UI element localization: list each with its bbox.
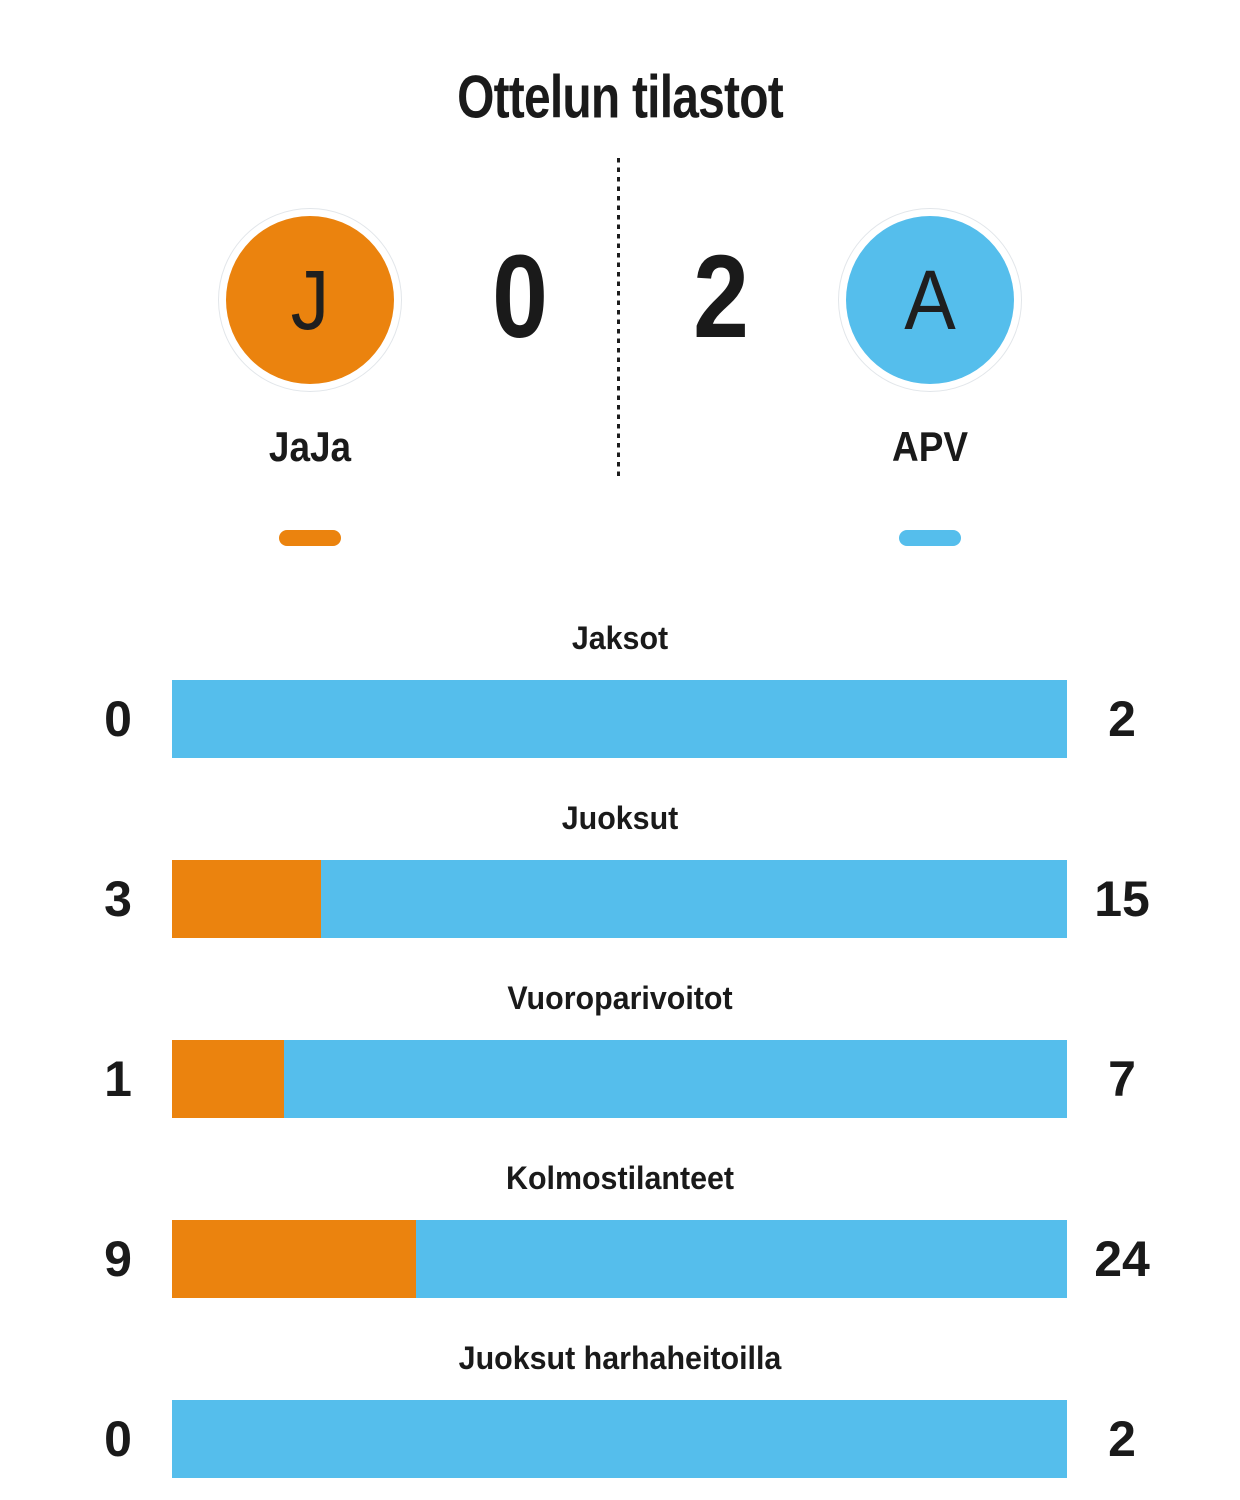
stat-bar-row: 3 15 (0, 860, 1240, 938)
stat-bar-row: 0 2 (0, 680, 1240, 758)
stat-group: Jaksot 0 2 (0, 606, 1240, 786)
stat-bar (172, 1220, 1067, 1298)
home-team-name: JaJa (268, 423, 352, 470)
center-dotted-divider (617, 158, 620, 476)
stat-bar (172, 860, 1067, 938)
stat-bar (172, 1040, 1067, 1118)
stat-group: Juoksut 3 15 (0, 786, 1240, 966)
away-team-name: APV (892, 423, 968, 470)
stats-list: Jaksot 0 2 Juoksut 3 15 Vuoroparivoitot … (0, 606, 1240, 1500)
stat-bar-row: 0 2 (0, 1400, 1240, 1478)
away-team-initial: A (904, 253, 956, 347)
home-stat-value: 0 (104, 1411, 132, 1467)
page-title: Ottelun tilastot (457, 63, 784, 131)
stat-label: Vuoroparivoitot (507, 979, 733, 1016)
away-team-logo: A (846, 216, 1014, 384)
stat-group: Juoksut harhaheitoilla 0 2 (0, 1326, 1240, 1500)
home-color-swatch (279, 530, 341, 546)
away-color-swatch (899, 530, 961, 546)
away-bar-segment (172, 1400, 1067, 1478)
away-stat-value: 2 (1108, 1411, 1136, 1467)
home-stat-value: 1 (104, 1051, 132, 1107)
away-stat-value: 15 (1094, 871, 1150, 927)
stat-group: Kolmostilanteet 9 24 (0, 1146, 1240, 1326)
stat-group: Vuoroparivoitot 1 7 (0, 966, 1240, 1146)
home-bar-segment (172, 860, 322, 938)
stat-label: Kolmostilanteet (505, 1159, 735, 1196)
stat-label: Juoksut (561, 799, 679, 836)
home-bar-segment (172, 1040, 284, 1118)
home-bar-segment (172, 1220, 417, 1298)
home-team-initial: J (290, 253, 330, 347)
stat-bar-row: 1 7 (0, 1040, 1240, 1118)
stat-label: Juoksut harhaheitoilla (458, 1339, 782, 1376)
home-team-logo: J (226, 216, 394, 384)
stat-bar-row: 9 24 (0, 1220, 1240, 1298)
away-bar-segment (321, 860, 1067, 938)
stat-bar (172, 1400, 1067, 1478)
away-stat-value: 7 (1108, 1051, 1136, 1107)
away-bar-segment (172, 680, 1067, 758)
away-bar-segment (284, 1040, 1067, 1118)
away-stat-value: 2 (1108, 691, 1136, 747)
home-stat-value: 0 (104, 691, 132, 747)
away-bar-segment (416, 1220, 1067, 1298)
away-team-score: 2 (693, 231, 749, 363)
home-team-score: 0 (492, 231, 548, 363)
home-team-badge: J (218, 208, 402, 392)
away-team-badge: A (838, 208, 1022, 392)
stat-label: Jaksot (571, 619, 669, 656)
home-stat-value: 3 (104, 871, 132, 927)
home-stat-value: 9 (104, 1231, 132, 1287)
away-stat-value: 24 (1094, 1231, 1150, 1287)
stat-bar (172, 680, 1067, 758)
